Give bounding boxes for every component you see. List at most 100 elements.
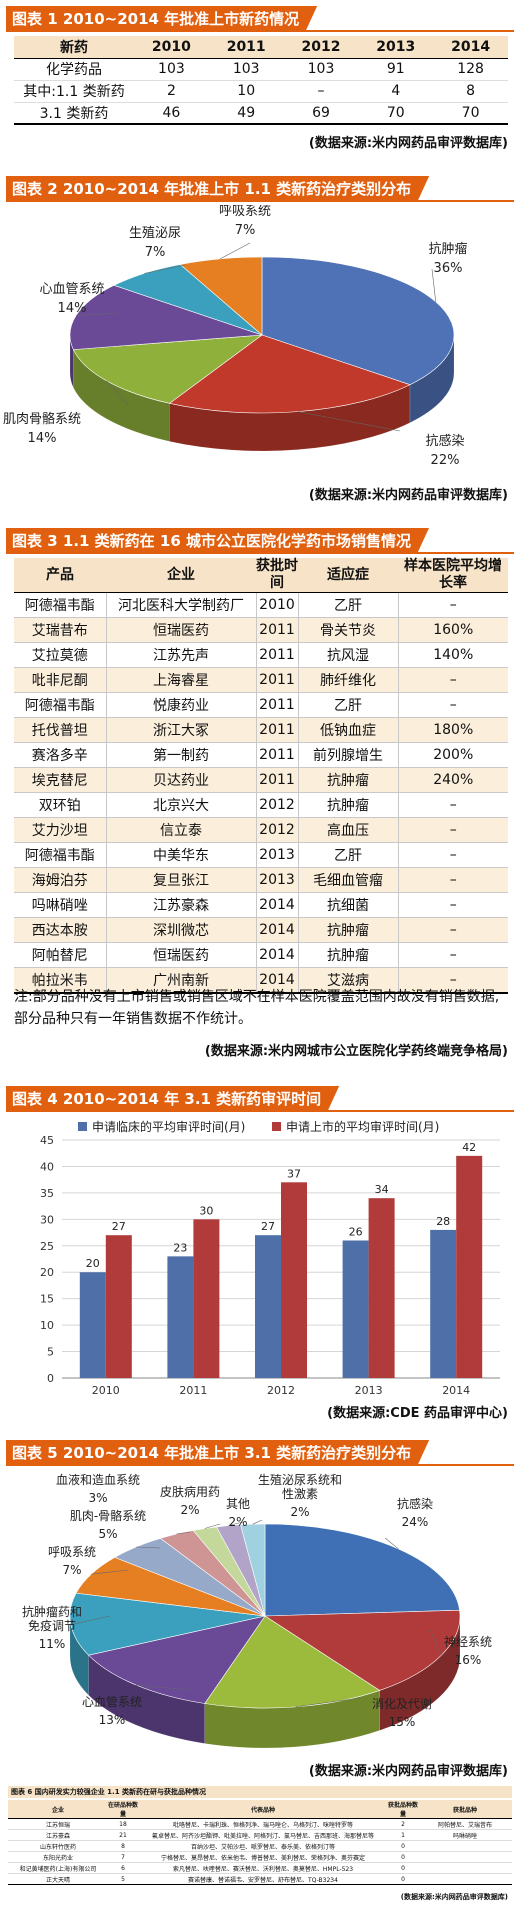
fig4-title: 图表 4 2010~2014 年 3.1 类新药审评时间: [6, 1086, 339, 1112]
table-cell: –: [398, 817, 508, 843]
bar: [167, 1256, 194, 1378]
table-cell: 抗肿瘤: [298, 942, 399, 968]
fig2-pie-chart: 抗肿瘤 36% 抗感染 22% 肌肉骨骼系统 14% 心血管系统 14% 生殖泌尿 7% 呼吸系统 7…: [3, 205, 468, 468]
fig3-title: 图表 3 1.1 类新药在 16 城市公立医院化学药市场销售情况: [6, 528, 429, 554]
fig1-header-cell: 2013: [358, 36, 434, 59]
table-cell: 深圳微芯: [106, 917, 257, 943]
pie-leader-line: [70, 1615, 111, 1625]
table-cell: 氟卓替尼、阿齐沙坦酯钾、吡美拉唑、阿格列汀、氯马替尼、吉西那班、海那替尼等: [138, 1829, 388, 1841]
table-cell: [418, 1873, 512, 1885]
table-cell: 阿帕替尼: [14, 942, 107, 968]
table-cell: 赛诺替康、替诺福韦、安罗替尼、舒布替尼、TQ-B3234: [138, 1873, 388, 1885]
table-cell: 69: [283, 102, 359, 125]
pie-leader-line: [136, 1546, 161, 1549]
fig3-table: 产品 企业 获批时间 适应症 样本医院平均增长率 阿德福韦酯 河北医科大学制药厂 2…: [14, 558, 508, 994]
table-cell: 10: [208, 80, 284, 103]
pie-category-label: 血液和造血系统: [56, 1472, 140, 1487]
table-cell: 乙肝: [298, 692, 399, 718]
y-tick-label: 35: [40, 1187, 54, 1200]
table-cell: 吗啉硝唑: [14, 892, 107, 918]
fig6-table: 企业 在研品种数量 代表品种 获批品种数量 获批品种 江苏恒瑞 18 吡咯替尼、卡瑞…: [8, 1800, 512, 1885]
pie-value-label: 14%: [28, 431, 57, 446]
pie-leader-line: [204, 1523, 221, 1529]
table-cell: –: [398, 892, 508, 918]
table-cell: 21: [108, 1829, 138, 1841]
table-cell: –: [398, 967, 508, 994]
table-cell: 1: [388, 1829, 418, 1841]
bar-value-label: 27: [112, 1220, 126, 1233]
pie-category-label: 其他: [226, 1497, 250, 1511]
table-cell: 吡咯替尼、卡瑞利珠、恒格列净、瑞马唑仑、乌格列汀、咪唑特罗等: [138, 1818, 388, 1830]
y-tick-label: 0: [47, 1372, 54, 1385]
table-row: 赛洛多辛 第一制药 2011 前列腺增生 200%: [14, 742, 508, 768]
table-cell: 240%: [398, 767, 508, 793]
table-cell: 宁格替尼、莫昂替尼、依米他韦、博普替尼、美利替尼、荣格列净、奥芬赛定: [138, 1851, 388, 1863]
table-cell: 128: [433, 58, 508, 81]
table-cell: 西达本胺: [14, 917, 107, 943]
fig2-title: 图表 2 2010~2014 年批准上市 1.1 类新药治疗类别分布: [6, 176, 429, 202]
x-tick-label: 2011: [179, 1384, 207, 1397]
pie-category-label: 抗肿瘤: [428, 241, 467, 257]
table-cell: 信立泰: [106, 817, 257, 843]
table-cell: 46: [134, 102, 209, 125]
table-cell: 2011: [256, 767, 299, 793]
fig4-rule: [6, 1110, 514, 1112]
table-row: 阿德福韦酯 河北医科大学制药厂 2010 乙肝 –: [14, 592, 508, 618]
pie-category-label: 消化及代谢: [372, 1696, 432, 1711]
table-cell: 艾滋病: [298, 967, 399, 994]
table-cell: 2013: [256, 867, 299, 893]
table-cell: 赛洛多辛: [14, 742, 107, 768]
table-cell: 低钠血症: [298, 717, 399, 743]
table-cell: 2011: [256, 642, 299, 668]
fig6-header-cell: 在研品种数量: [108, 1800, 139, 1819]
pie-category-label: 抗肿瘤药和免疫调节: [22, 1604, 82, 1633]
table-cell: 毛细血管瘤: [298, 867, 399, 893]
pie-leader-line: [429, 1629, 442, 1656]
table-cell: 阿德福韦酯: [14, 842, 107, 868]
table-row: 和记黄埔医药(上海)有限公司 6 索凡替尼、呋喹替尼、赛沃替尼、沃利替尼、奥莫替尼、…: [8, 1862, 512, 1874]
table-row: 双环铂 北京兴大 2012 抗肿瘤 –: [14, 792, 508, 818]
table-cell: 2012: [256, 792, 299, 818]
table-cell: 恒瑞医药: [106, 617, 257, 643]
table-cell: 正大天晴: [8, 1873, 108, 1885]
pie-value-label: 15%: [389, 1715, 416, 1729]
pie-leader-line: [297, 411, 401, 432]
table-cell: 0: [388, 1851, 418, 1863]
y-tick-label: 30: [40, 1213, 54, 1226]
table-row: 阿德福韦酯 中美华东 2013 乙肝 –: [14, 842, 508, 868]
table-cell: 骨关节炎: [298, 617, 399, 643]
table-cell: [418, 1840, 512, 1852]
table-cell: 北京兴大: [106, 792, 257, 818]
table-cell: 山东轩竹医药: [8, 1840, 108, 1852]
table-cell: 70: [433, 102, 508, 125]
table-cell: 河北医科大学制药厂: [106, 592, 257, 618]
pie-leader-line: [252, 1519, 263, 1525]
table-cell: 140%: [398, 642, 508, 668]
pie-slice: [69, 1592, 266, 1656]
fig5-pie-chart: 抗感染 24% 神经系统 16% 消化及代谢 15% 心血管系统 13% 抗肿瘤药和免疫调节 11…: [22, 1472, 492, 1749]
y-tick-label: 15: [40, 1293, 54, 1306]
y-tick-label: 40: [40, 1160, 54, 1173]
table-cell: 103: [283, 58, 359, 81]
legend-label: 申请临床的平均审评时间(月): [92, 1119, 245, 1134]
table-cell: 上海睿星: [106, 667, 257, 693]
bar-value-label: 27: [261, 1220, 275, 1233]
pie-value-label: 16%: [455, 1653, 482, 1667]
bar-value-label: 28: [436, 1215, 450, 1228]
table-cell: 180%: [398, 717, 508, 743]
bar: [456, 1155, 483, 1378]
bar-value-label: 42: [462, 1141, 476, 1154]
table-cell: 帕拉米韦: [14, 967, 107, 994]
table-cell: 6: [108, 1862, 138, 1874]
table-cell: 前列腺增生: [298, 742, 399, 768]
table-cell: 91: [358, 58, 434, 81]
table-cell: 悦康药业: [106, 692, 257, 718]
x-tick-label: 2010: [92, 1384, 120, 1397]
table-cell: 和记黄埔医药(上海)有限公司: [8, 1862, 108, 1874]
table-row: 阿德福韦酯 悦康药业 2011 乙肝 –: [14, 692, 508, 718]
table-cell: 抗风湿: [298, 642, 399, 668]
table-row: 埃克替尼 贝达药业 2011 抗肿瘤 240%: [14, 767, 508, 793]
table-cell: 乙肝: [298, 842, 399, 868]
pie-category-label: 肌肉-骨骼系统: [70, 1508, 146, 1523]
table-cell: –: [398, 942, 508, 968]
